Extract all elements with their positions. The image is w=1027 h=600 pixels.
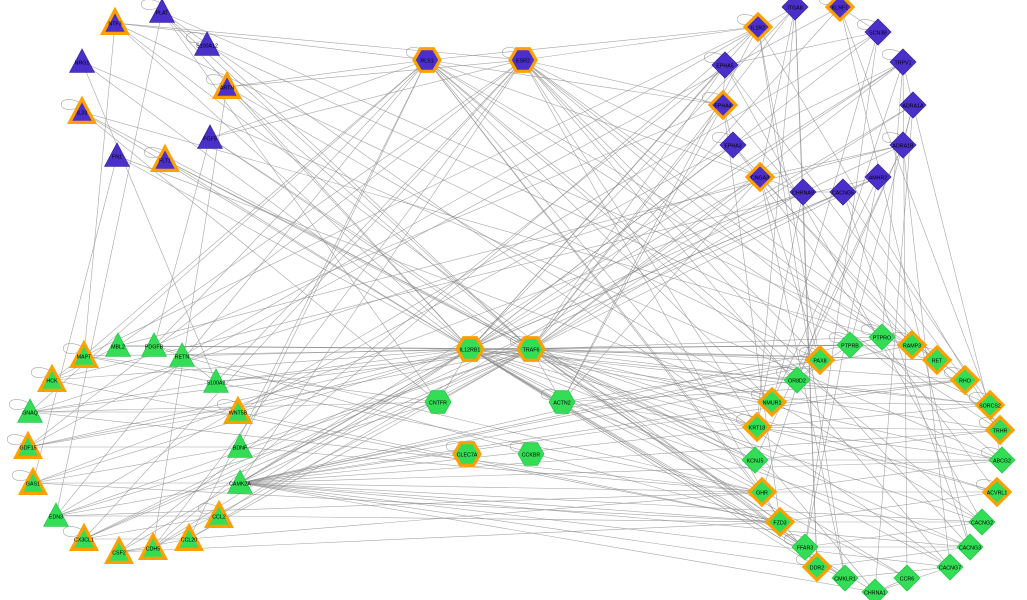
svg-text:SCN3B: SCN3B [869, 31, 887, 37]
svg-text:FFAR3: FFAR3 [797, 546, 814, 552]
svg-text:S100A12: S100A12 [196, 44, 218, 50]
svg-text:CAMK2A: CAMK2A [229, 482, 251, 488]
svg-text:TRHR: TRHR [993, 429, 1008, 435]
svg-text:TRPV1: TRPV1 [894, 61, 911, 67]
svg-text:IL33: IL33 [77, 111, 87, 117]
svg-text:CACNG2: CACNG2 [971, 521, 993, 527]
svg-text:S100A9: S100A9 [207, 381, 226, 387]
svg-text:PDGFB: PDGFB [145, 345, 164, 351]
svg-text:EDN3: EDN3 [49, 515, 63, 521]
svg-text:FLT1: FLT1 [159, 159, 171, 165]
svg-text:NTF3: NTF3 [108, 22, 121, 28]
svg-text:TRAF6: TRAF6 [523, 348, 540, 354]
svg-text:PAX8: PAX8 [813, 359, 826, 365]
svg-text:KRT18: KRT18 [749, 426, 765, 432]
svg-text:RHO: RHO [959, 379, 971, 385]
svg-text:FZD3: FZD3 [773, 521, 786, 527]
svg-text:CHRNA9: CHRNA9 [792, 191, 814, 197]
svg-text:ABCG2: ABCG2 [993, 459, 1011, 465]
svg-text:CMKLR1: CMKLR1 [834, 577, 856, 583]
svg-text:SORCS2: SORCS2 [979, 404, 1001, 410]
svg-text:WNT5B: WNT5B [229, 411, 248, 417]
svg-text:FGF9: FGF9 [203, 137, 217, 143]
svg-text:GDF15: GDF15 [19, 446, 36, 452]
svg-text:PTPRB: PTPRB [841, 344, 859, 350]
svg-text:CCL2: CCL2 [212, 515, 226, 521]
svg-text:RET: RET [932, 359, 943, 365]
svg-text:HCK: HCK [46, 379, 58, 385]
svg-text:ADRA1B: ADRA1B [892, 144, 914, 150]
svg-text:BDNF: BDNF [233, 446, 248, 452]
svg-text:GNAQ: GNAQ [22, 411, 38, 417]
svg-text:ADRA1A: ADRA1A [902, 104, 924, 110]
svg-text:ESR2: ESR2 [516, 59, 530, 65]
svg-text:GAS1: GAS1 [26, 482, 40, 488]
svg-text:OR8D2: OR8D2 [788, 379, 806, 385]
svg-text:CCL20: CCL20 [181, 538, 198, 544]
svg-text:KLRF1: KLRF1 [832, 6, 849, 12]
svg-text:EPHA3: EPHA3 [724, 144, 741, 150]
svg-text:RLS1: RLS1 [420, 59, 433, 65]
svg-text:NRG1: NRG1 [75, 61, 90, 67]
svg-text:KCNJ5: KCNJ5 [747, 459, 764, 465]
svg-text:RAMP3: RAMP3 [903, 344, 921, 350]
svg-text:CDH5: CDH5 [146, 547, 160, 553]
svg-text:CACNG7: CACNG7 [939, 566, 961, 572]
svg-text:ACTN2: ACTN2 [553, 401, 570, 407]
svg-text:FN1: FN1 [112, 155, 122, 161]
svg-text:ACVRL1: ACVRL1 [987, 491, 1008, 497]
svg-text:RETN: RETN [175, 355, 190, 361]
svg-text:CCR6: CCR6 [900, 577, 914, 583]
svg-text:EPHA4: EPHA4 [714, 104, 731, 110]
svg-text:CACNG5: CACNG5 [832, 191, 854, 197]
svg-text:CSF2: CSF2 [112, 551, 126, 557]
svg-text:PTPRO: PTPRO [873, 336, 891, 342]
svg-text:CHRNA1: CHRNA1 [864, 591, 886, 597]
svg-text:CNGA3: CNGA3 [751, 176, 769, 182]
svg-text:IL12RB1: IL12RB1 [460, 348, 481, 354]
svg-text:NMUR1: NMUR1 [763, 401, 782, 407]
svg-text:CCKBR: CCKBR [522, 453, 541, 459]
svg-text:DDR2: DDR2 [810, 566, 824, 572]
svg-text:CNTFR: CNTFR [429, 401, 447, 407]
svg-text:CX3CL1: CX3CL1 [74, 538, 94, 544]
svg-text:AMHR2: AMHR2 [869, 176, 888, 182]
svg-text:CLEC7A: CLEC7A [457, 453, 478, 459]
svg-text:ARTN: ARTN [220, 86, 234, 92]
svg-text:IL1R2: IL1R2 [751, 26, 765, 32]
svg-text:MAPT: MAPT [77, 355, 92, 361]
svg-text:GHR: GHR [756, 491, 768, 497]
svg-text:MBL2: MBL2 [111, 345, 125, 351]
svg-text:CACNG3: CACNG3 [959, 546, 981, 552]
svg-text:EPHA5: EPHA5 [716, 64, 733, 70]
svg-text:PLAT: PLAT [156, 11, 170, 17]
svg-text:ITGA8: ITGA8 [787, 6, 802, 12]
